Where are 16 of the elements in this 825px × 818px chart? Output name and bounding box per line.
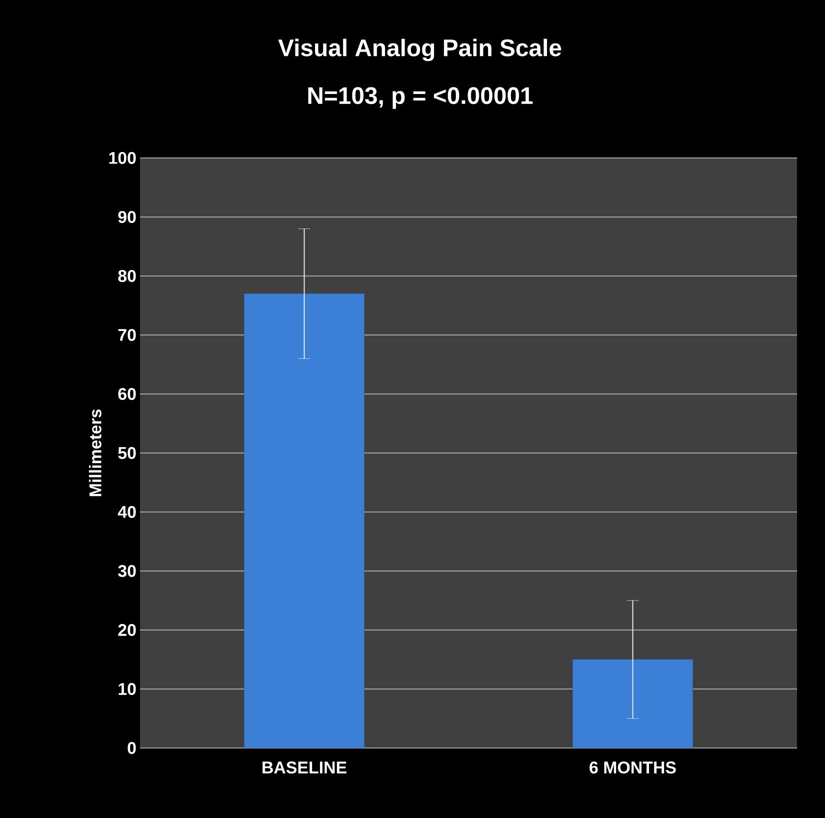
- y-tick-label: 10: [118, 682, 136, 695]
- chart-title: Visual Analog Pain Scale: [278, 38, 562, 62]
- y-tick-label: 100: [109, 152, 136, 164]
- y-tick-label: 70: [118, 328, 136, 341]
- y-tick-label: 90: [118, 210, 136, 223]
- y-tick-label: 20: [118, 624, 136, 636]
- y-tick-label: 60: [118, 388, 136, 400]
- y-tick-label: 0: [128, 742, 136, 754]
- y-tick-label: 50: [118, 446, 136, 459]
- chart-subtitle: N=103, p = <0.00001: [308, 87, 533, 109]
- x-tick-label: BASELINE: [262, 762, 346, 774]
- y-tick-label: 40: [118, 506, 136, 518]
- x-tick-label: 6 MONTHS: [590, 762, 676, 774]
- y-tick-label: 30: [118, 564, 136, 577]
- y-axis-title: Millimeters: [88, 409, 102, 496]
- y-tick-label: 80: [118, 270, 136, 282]
